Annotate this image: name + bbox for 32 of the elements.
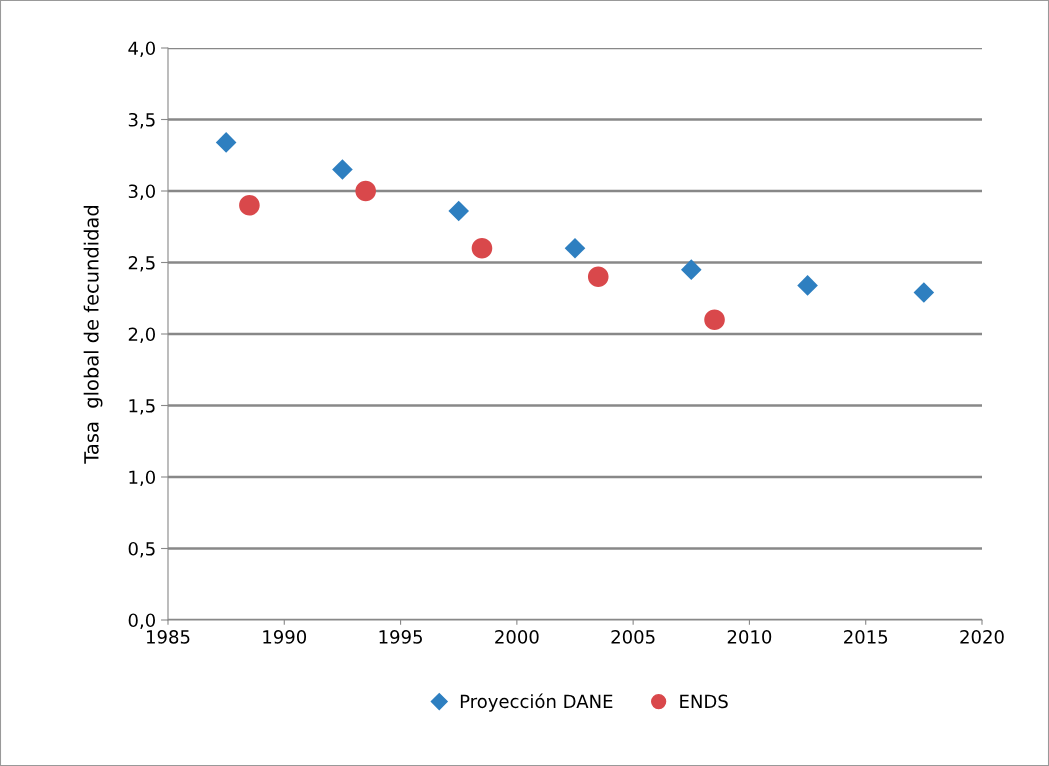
x-tick-label: 2010	[727, 630, 772, 644]
legend-label: Proyección DANE	[460, 693, 613, 712]
y-tick-label: 2,5	[128, 255, 155, 272]
point	[913, 282, 935, 303]
point	[471, 237, 493, 259]
x-tick-label: 1995	[379, 630, 422, 644]
y-tick-label: 1,5	[129, 399, 155, 415]
y-tick-label: 0,0	[128, 613, 155, 629]
point	[680, 259, 702, 280]
y-tick-label: 0,5	[128, 541, 155, 558]
point	[215, 132, 237, 153]
x-tick-label: 2015	[844, 630, 888, 644]
y-tick-label: 1,0	[129, 470, 155, 486]
point	[448, 200, 470, 222]
y-tick-label: 3,0	[128, 184, 155, 200]
y-tick-label: 2,0	[128, 327, 155, 343]
x-tick-label: 1990	[263, 630, 307, 644]
point	[355, 180, 376, 202]
point	[704, 309, 725, 330]
point	[239, 195, 260, 216]
x-tick-label: 2020	[960, 630, 1004, 644]
point	[564, 237, 586, 259]
point	[587, 266, 609, 288]
x-tick-label: 2000	[495, 630, 539, 644]
y-tick-label: 3,5	[128, 112, 155, 129]
legend-label: ENDS	[680, 694, 728, 709]
x-tick-label: 2005	[611, 630, 655, 644]
point	[797, 275, 818, 296]
y-tick-label: 4,0	[128, 41, 155, 57]
point	[332, 159, 353, 180]
x-tick-label: 1985	[147, 630, 190, 644]
y-axis-title: Tasa global de fecundidad	[83, 206, 103, 464]
